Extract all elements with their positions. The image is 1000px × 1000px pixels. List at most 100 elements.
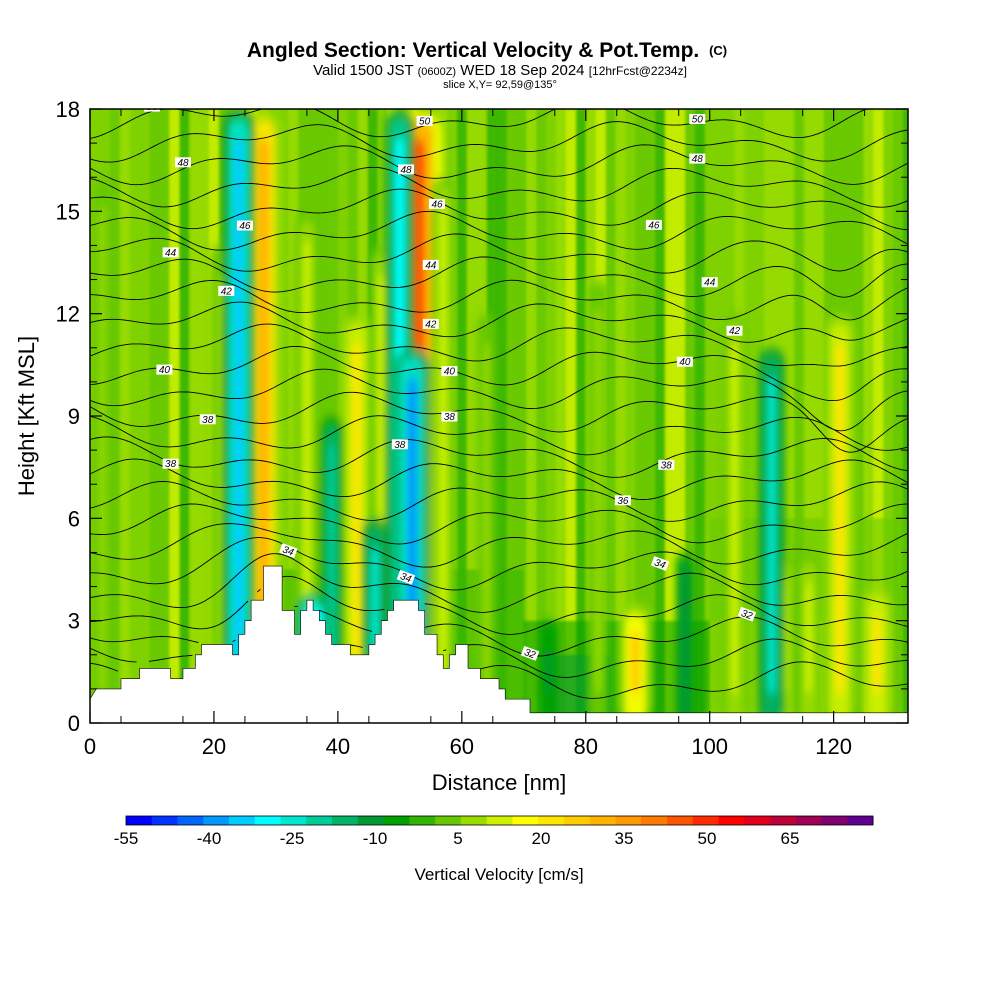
velocity-band <box>883 109 895 723</box>
label-box <box>658 459 675 470</box>
colorbar-swatch <box>280 816 307 825</box>
label-box <box>391 439 408 450</box>
label-box <box>701 277 718 288</box>
theta-contour-label: 48 <box>175 157 191 169</box>
velocity-band <box>318 109 329 723</box>
colorbar-label: Vertical Velocity [cm/s] <box>414 865 583 884</box>
velocity-band <box>129 109 141 723</box>
theta-contour-line <box>90 523 908 568</box>
theta-contour-line <box>90 233 908 274</box>
colorbar-swatch <box>486 816 513 825</box>
velocity-band <box>665 109 676 723</box>
theta-contour-label: 50 <box>144 102 160 113</box>
theta-contour-label: 46 <box>236 220 253 232</box>
theta-contour-label: 48 <box>398 164 414 176</box>
velocity-band <box>278 109 290 723</box>
colorbar-swatch <box>847 816 874 825</box>
downdraft-core <box>234 139 244 693</box>
x-axis-label: Distance [nm] <box>432 770 567 795</box>
theta-contour-line <box>90 210 908 251</box>
theta-label-text: 42 <box>221 286 233 297</box>
theta-contour-line <box>90 638 908 678</box>
theta-contour-line <box>90 458 908 500</box>
terrain <box>90 565 908 723</box>
theta-contour-line <box>90 301 908 343</box>
velocity-band <box>784 109 795 723</box>
velocity-band <box>536 109 548 723</box>
theta-label-text: 50 <box>146 102 158 113</box>
theta-contour-line <box>90 109 869 139</box>
label-box <box>645 219 662 230</box>
theta-contour-label: 34 <box>279 543 298 559</box>
theta-label-text: 38 <box>202 415 214 426</box>
label-box <box>429 198 445 209</box>
updraft-core <box>303 241 311 694</box>
colorbar-swatch <box>203 816 230 825</box>
theta-contour-line <box>90 436 908 478</box>
y-tick-label: 15 <box>56 199 80 224</box>
colorbar-swatch <box>435 816 462 825</box>
y-tick-label: 12 <box>56 302 80 327</box>
colorbar-swatch <box>589 816 616 825</box>
colorbar-swatch <box>769 816 797 825</box>
colorbar-tick-label: -25 <box>280 829 305 848</box>
theta-label-text: 34 <box>399 571 414 585</box>
velocity-band <box>546 109 558 723</box>
label-box <box>737 606 757 622</box>
updraft-core <box>217 275 224 693</box>
velocity-band <box>605 109 617 723</box>
colorbar-swatch <box>177 816 204 825</box>
theta-label-text: 48 <box>177 158 189 169</box>
label-box <box>162 458 179 469</box>
theta-contour-label: 44 <box>422 259 439 271</box>
theta-contour-label: 50 <box>689 114 706 126</box>
velocity-band <box>506 109 518 723</box>
label-box <box>520 645 540 661</box>
updraft-core <box>805 582 813 693</box>
theta-label-text: 46 <box>239 221 251 232</box>
colorbar-tick-label: 5 <box>453 829 462 848</box>
colorbar-tick-label: 35 <box>615 829 634 848</box>
colorbar-swatch <box>229 816 256 825</box>
theta-contour-label: 46 <box>429 198 445 210</box>
theta-label-text: 46 <box>431 199 443 210</box>
colorbar-frame <box>125 815 874 826</box>
downdraft-core <box>546 650 552 693</box>
theta-label-text: 40 <box>679 357 691 368</box>
theta-label-text: 34 <box>653 557 668 571</box>
title-suffix: (C) <box>709 43 727 58</box>
velocity-band <box>565 109 577 723</box>
colorbar-swatch <box>254 816 282 825</box>
velocity-band <box>694 109 706 723</box>
label-box <box>199 414 216 425</box>
theta-contour-line <box>90 575 908 635</box>
velocity-band <box>516 109 528 723</box>
label-box <box>441 411 458 422</box>
theta-label-text: 44 <box>165 248 177 259</box>
label-box <box>441 366 458 377</box>
colorbar-swatch <box>718 816 745 825</box>
theta-contour-line <box>90 121 908 163</box>
updraft-core <box>731 343 738 693</box>
theta-label-text: 46 <box>648 220 660 231</box>
theta-label-text: 32 <box>739 608 754 622</box>
theta-contour-line <box>90 661 908 699</box>
theta-contour-line <box>90 144 908 186</box>
theta-contour-labels: 32 32 34 34 34 36 38 38 38 38 38 40 40 40 42 42 42 44 44 44… <box>144 102 757 661</box>
updraft-core <box>835 343 845 693</box>
colorbar-swatch <box>126 816 153 825</box>
theta-contour-label: 40 <box>676 356 693 368</box>
colorbar-swatch <box>692 816 719 825</box>
colorbar-swatch <box>641 816 668 825</box>
label-box <box>614 495 631 506</box>
y-tick-label: 18 <box>56 97 80 122</box>
velocity-band <box>684 109 696 723</box>
theta-label-text: 42 <box>425 319 437 330</box>
updraft-core <box>872 616 882 693</box>
theta-contour-label: 42 <box>422 318 439 330</box>
theta-contour-line <box>90 605 908 657</box>
x-tick-label: 60 <box>450 734 474 759</box>
theta-contour-label: 38 <box>391 439 408 451</box>
